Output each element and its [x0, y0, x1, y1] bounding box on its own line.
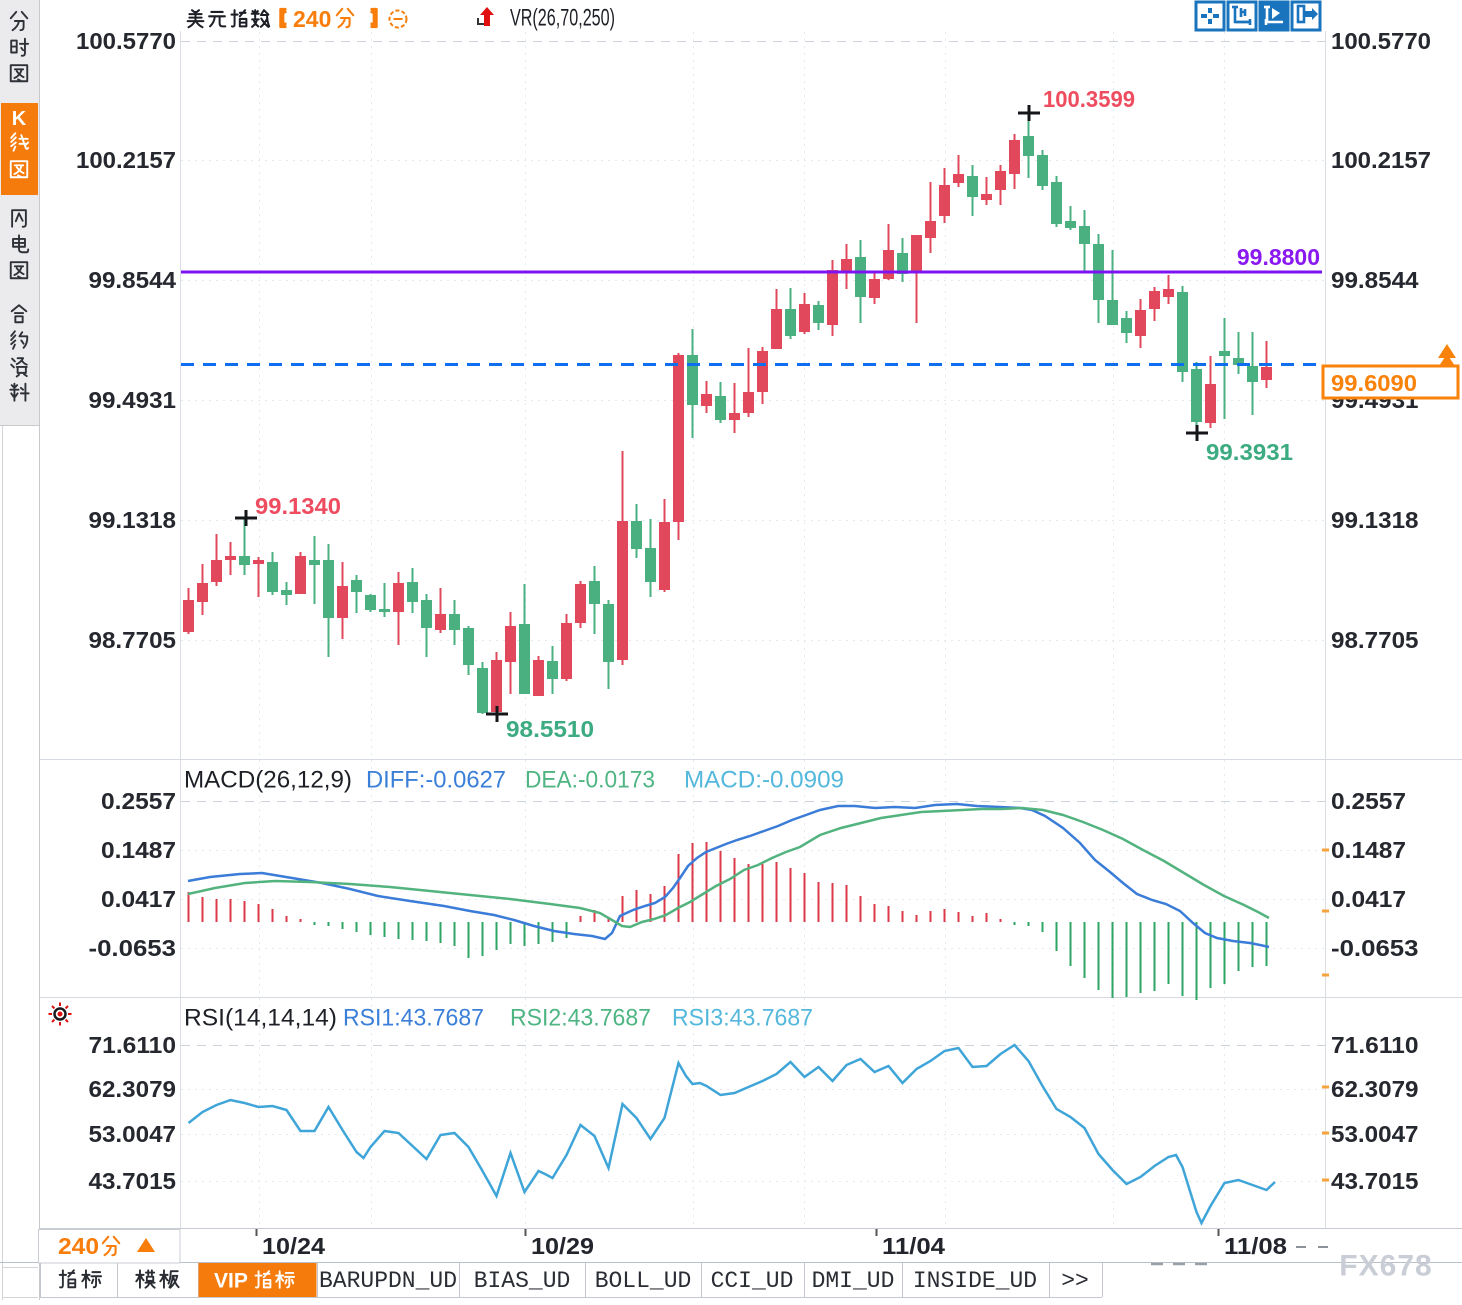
svg-text:100.5770: 100.5770 — [1331, 28, 1431, 54]
svg-text:BIAS_UD: BIAS_UD — [474, 1268, 571, 1294]
svg-text:CCI_UD: CCI_UD — [711, 1268, 794, 1294]
svg-text:VIP: VIP — [214, 1270, 248, 1293]
svg-text:VR(26,70,250): VR(26,70,250) — [510, 5, 615, 32]
svg-text:98.5510: 98.5510 — [506, 716, 594, 742]
svg-text:99.3931: 99.3931 — [1206, 439, 1293, 465]
svg-text:53.0047: 53.0047 — [1331, 1121, 1419, 1147]
svg-text:62.3079: 62.3079 — [1331, 1076, 1419, 1102]
svg-text:0.2557: 0.2557 — [101, 788, 176, 814]
svg-text:240: 240 — [58, 1233, 99, 1259]
svg-text:11/08: 11/08 — [1224, 1233, 1287, 1259]
svg-text:MACD(26,12,9): MACD(26,12,9) — [184, 767, 352, 794]
svg-text:99.1318: 99.1318 — [89, 507, 177, 533]
svg-text:-0.0653: -0.0653 — [1331, 935, 1419, 961]
svg-text:FX678: FX678 — [1339, 1250, 1432, 1283]
svg-text:43.7015: 43.7015 — [1331, 1168, 1419, 1194]
svg-text:K: K — [12, 108, 27, 130]
svg-text:DMI_UD: DMI_UD — [812, 1268, 895, 1294]
svg-text:53.0047: 53.0047 — [89, 1121, 177, 1147]
svg-text:240: 240 — [293, 6, 331, 32]
svg-text:100.2157: 100.2157 — [1331, 147, 1431, 173]
svg-text:RSI3:43.7687: RSI3:43.7687 — [672, 1005, 813, 1032]
svg-text:71.6110: 71.6110 — [1331, 1032, 1419, 1058]
svg-text:-0.0653: -0.0653 — [89, 935, 177, 961]
svg-text:0.1487: 0.1487 — [101, 837, 176, 863]
svg-text:99.8544: 99.8544 — [1331, 267, 1419, 293]
svg-text:10/29: 10/29 — [531, 1233, 594, 1259]
svg-text:RSI1:43.7687: RSI1:43.7687 — [343, 1005, 484, 1032]
svg-text:DIFF:-0.0627: DIFF:-0.0627 — [366, 767, 506, 794]
svg-text:INSIDE_UD: INSIDE_UD — [913, 1268, 1037, 1294]
svg-text:100.2157: 100.2157 — [76, 147, 176, 173]
svg-text:98.7705: 98.7705 — [89, 627, 177, 653]
svg-text:62.3079: 62.3079 — [89, 1076, 177, 1102]
svg-text:43.7015: 43.7015 — [89, 1168, 177, 1194]
svg-text:99.8544: 99.8544 — [89, 267, 177, 293]
svg-text:99.4931: 99.4931 — [89, 387, 177, 413]
svg-text:0.0417: 0.0417 — [101, 886, 176, 912]
svg-text:MACD:-0.0909: MACD:-0.0909 — [684, 767, 844, 794]
svg-text:99.8800: 99.8800 — [1237, 244, 1320, 270]
svg-text:10/24: 10/24 — [262, 1233, 325, 1259]
svg-text:11/04: 11/04 — [882, 1233, 945, 1259]
svg-text:71.6110: 71.6110 — [89, 1032, 177, 1058]
svg-text:0.1487: 0.1487 — [1331, 837, 1406, 863]
svg-text:RSI(14,14,14): RSI(14,14,14) — [184, 1005, 337, 1032]
svg-text:100.3599: 100.3599 — [1043, 86, 1135, 112]
svg-text:99.1340: 99.1340 — [255, 493, 341, 519]
svg-text:DEA:-0.0173: DEA:-0.0173 — [525, 767, 655, 794]
svg-text:BOLL_UD: BOLL_UD — [595, 1268, 692, 1294]
svg-text:99.6090: 99.6090 — [1331, 370, 1417, 396]
svg-text:0.0417: 0.0417 — [1331, 886, 1406, 912]
svg-text:RSI2:43.7687: RSI2:43.7687 — [510, 1005, 651, 1032]
svg-text:BARUPDN_UD: BARUPDN_UD — [319, 1268, 457, 1294]
svg-text:100.5770: 100.5770 — [76, 28, 176, 54]
svg-text:99.1318: 99.1318 — [1331, 507, 1419, 533]
svg-text:0.2557: 0.2557 — [1331, 788, 1406, 814]
svg-text:98.7705: 98.7705 — [1331, 627, 1419, 653]
svg-text:>>: >> — [1061, 1268, 1089, 1294]
